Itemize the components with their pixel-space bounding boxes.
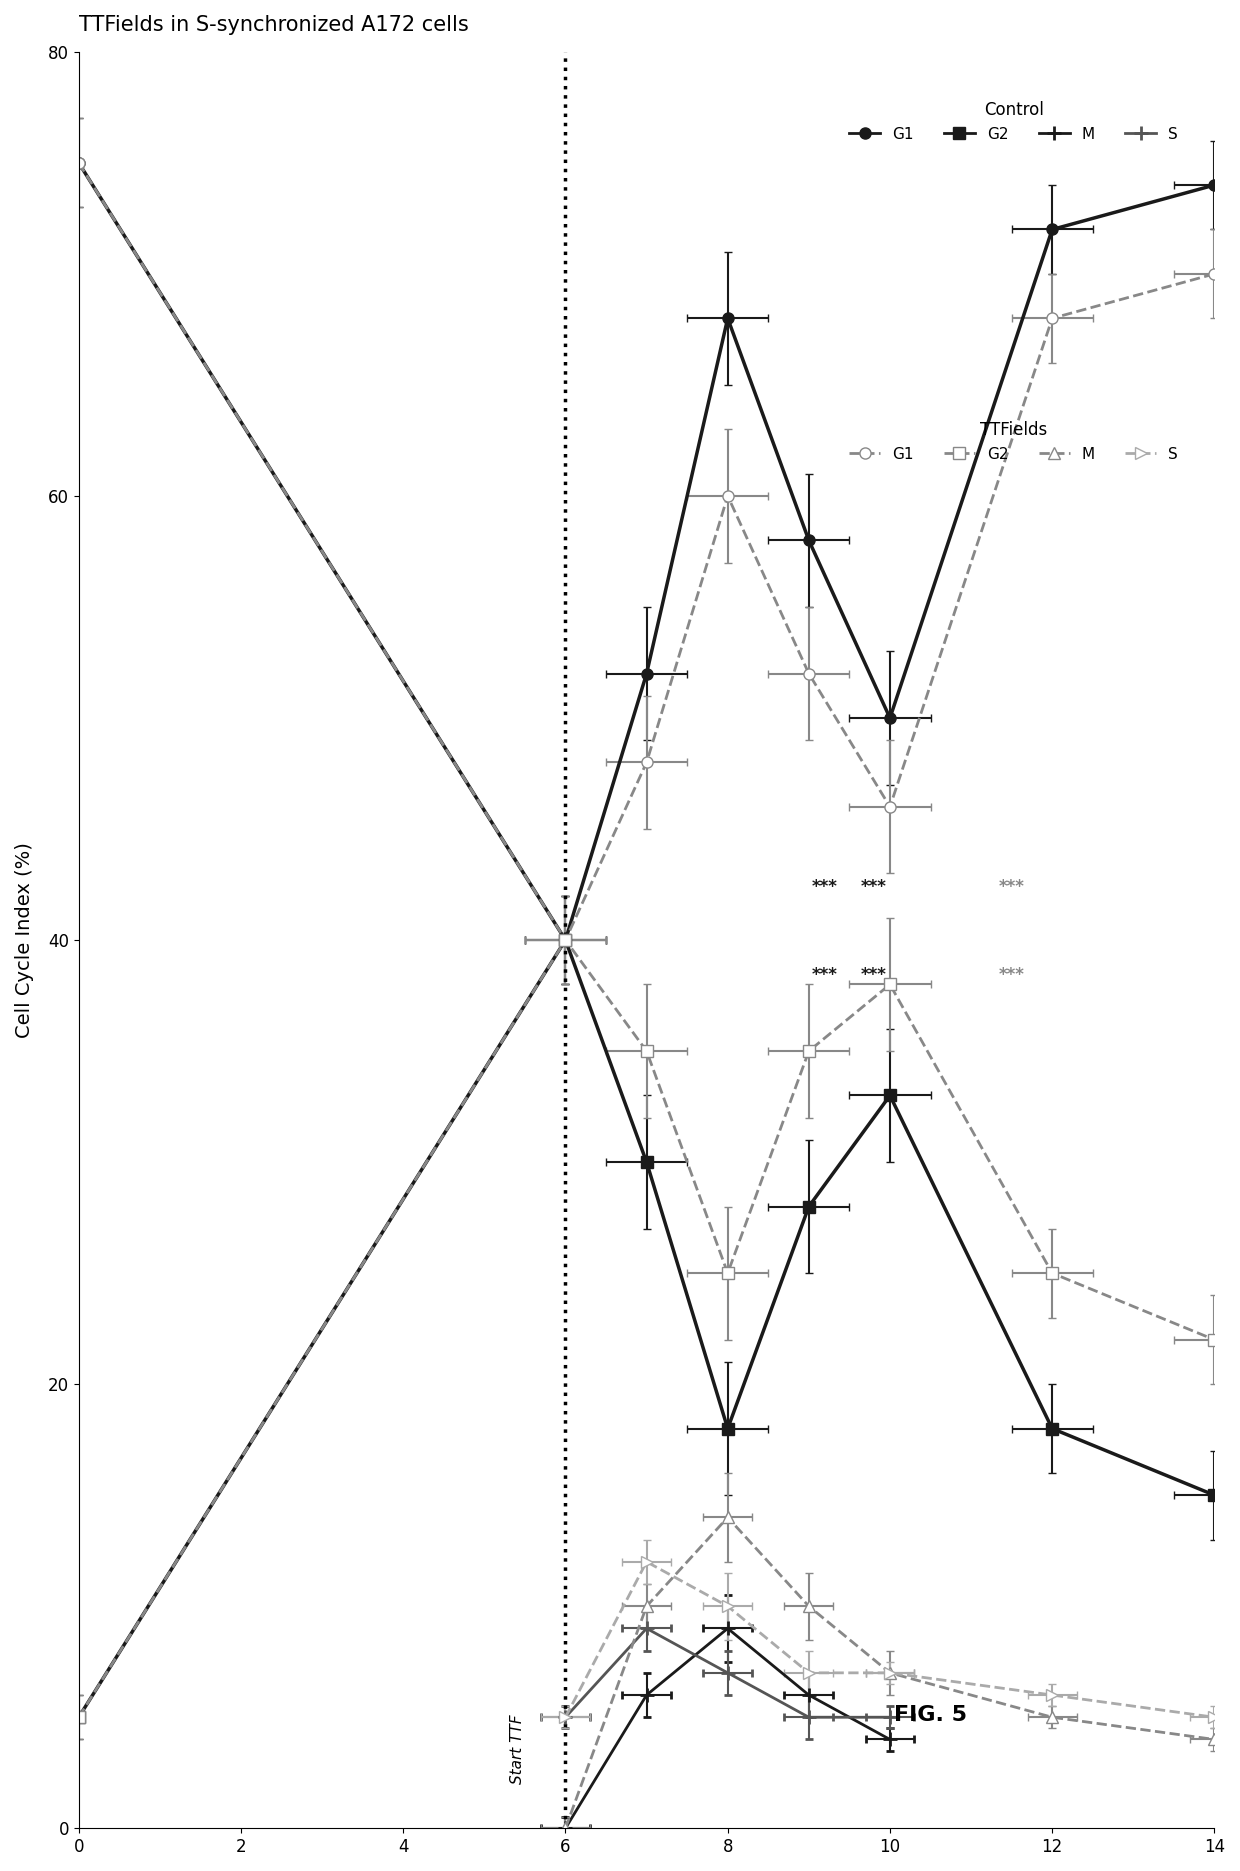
Text: ***: *** xyxy=(861,967,887,984)
Y-axis label: Cell Cycle Index (%): Cell Cycle Index (%) xyxy=(15,842,33,1038)
Text: Start TTF: Start TTF xyxy=(510,1714,525,1783)
Legend: G1, G2, M, S: G1, G2, M, S xyxy=(843,415,1184,468)
Text: TTFields in S-synchronized A172 cells: TTFields in S-synchronized A172 cells xyxy=(78,15,469,36)
Text: ***: *** xyxy=(861,877,887,896)
Text: ***: *** xyxy=(998,877,1024,896)
Text: ***: *** xyxy=(812,967,838,984)
Text: FIG. 5: FIG. 5 xyxy=(894,1704,966,1725)
Text: ***: *** xyxy=(812,877,838,896)
Text: ***: *** xyxy=(998,967,1024,984)
